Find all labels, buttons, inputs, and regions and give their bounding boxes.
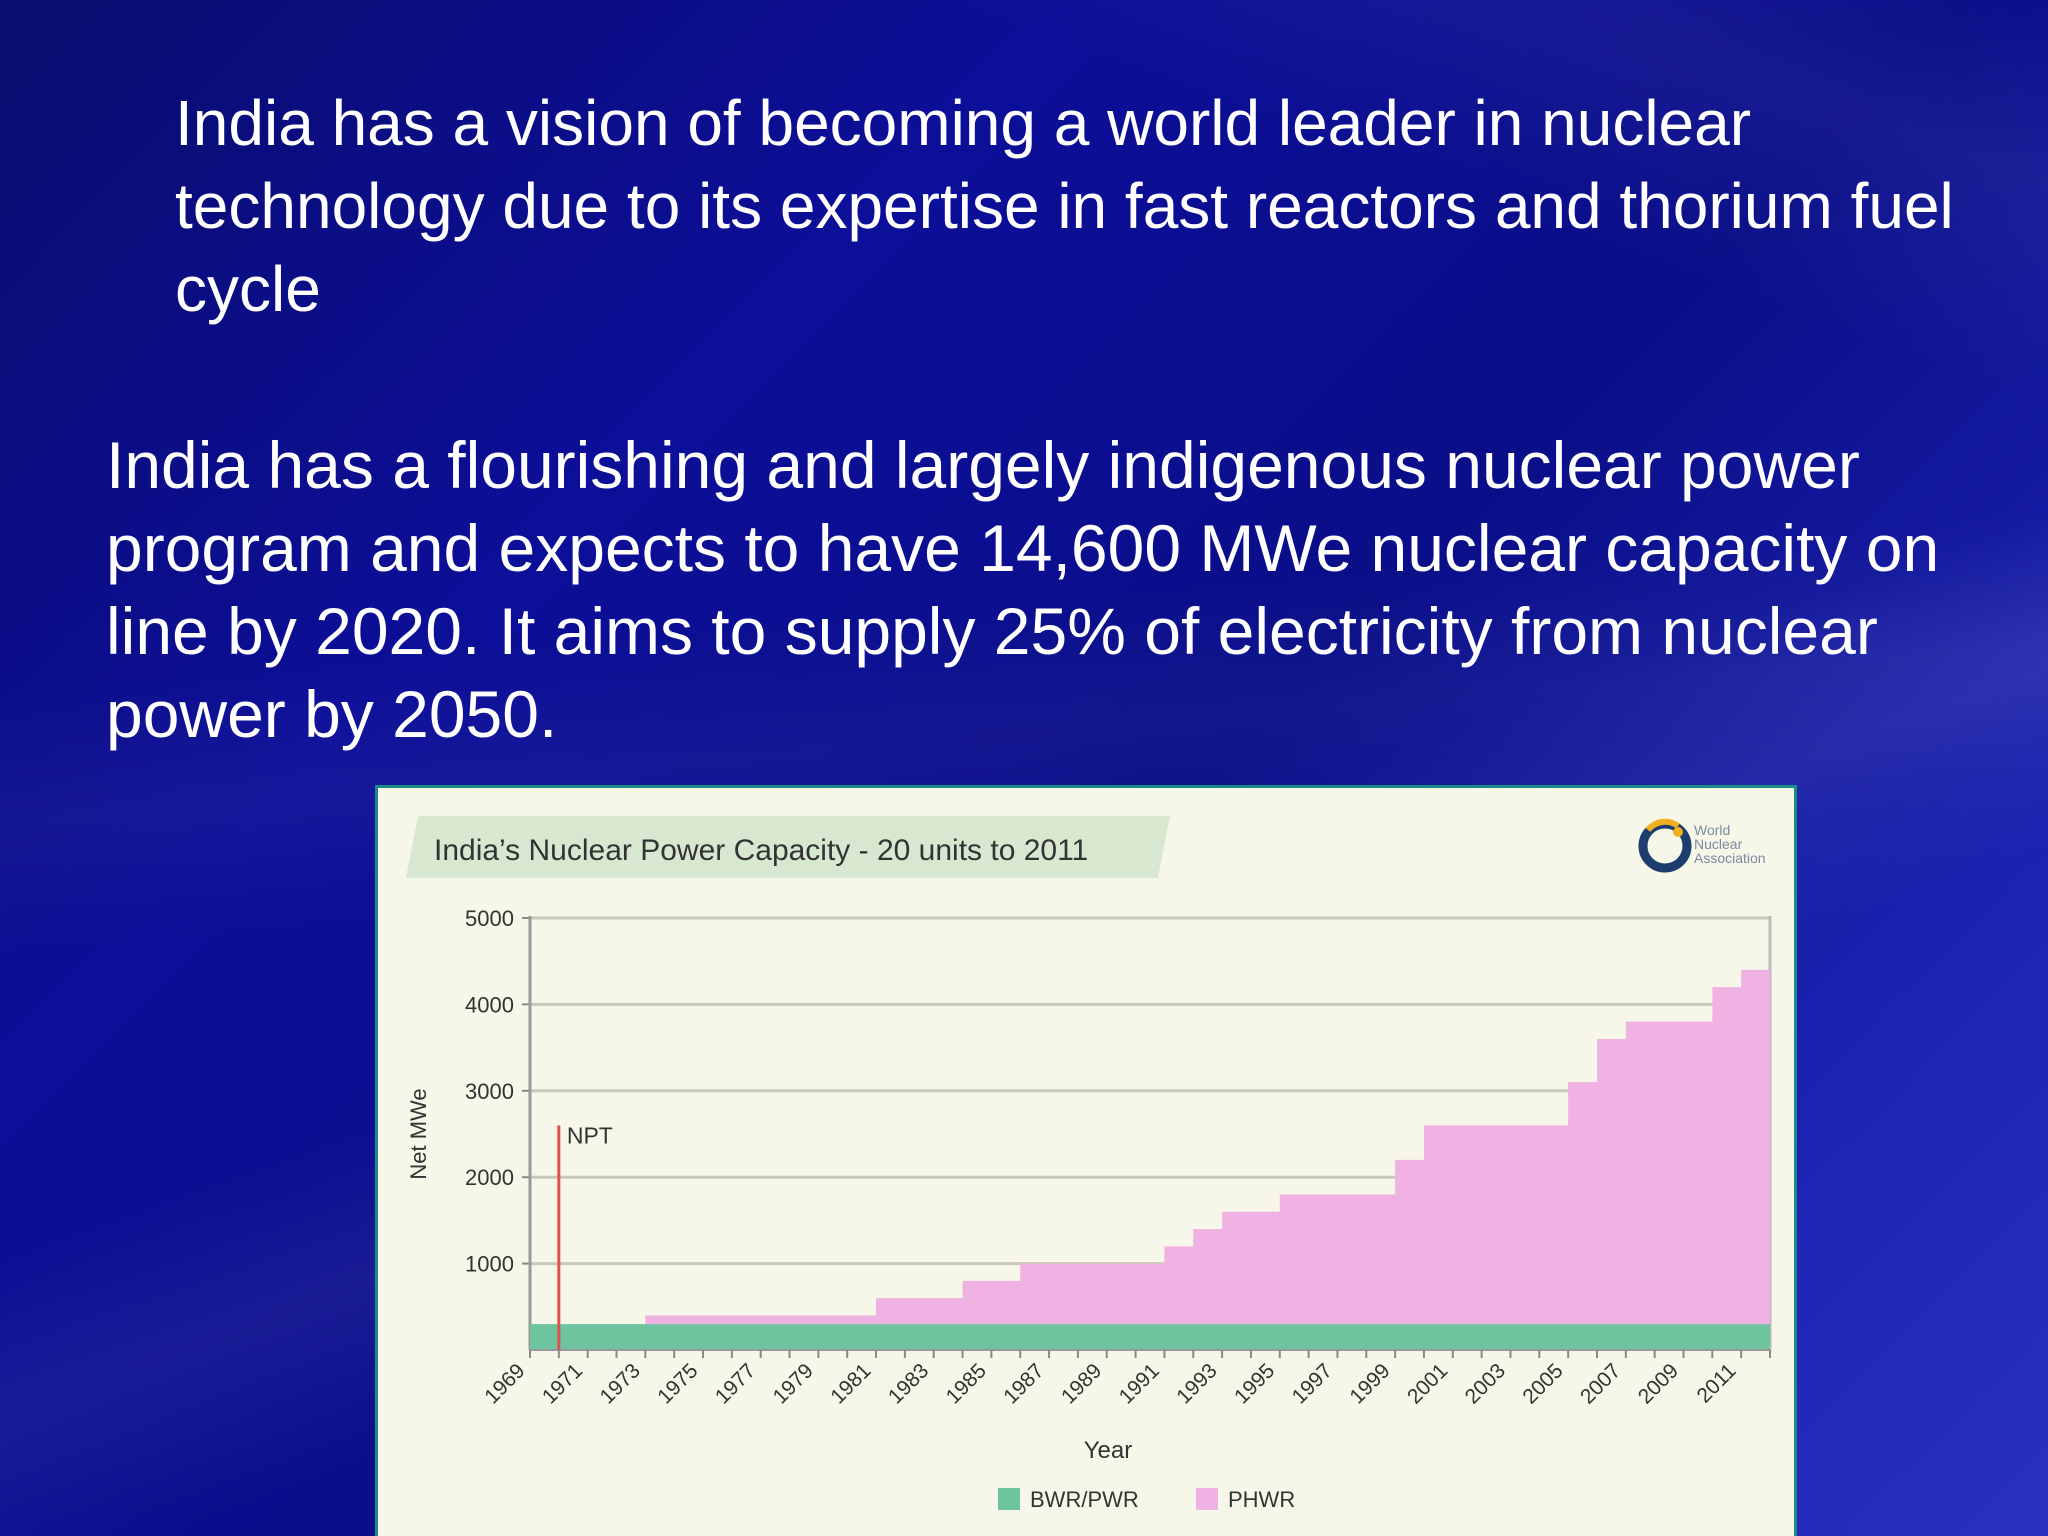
x-tick-label: 1999: [1345, 1359, 1394, 1408]
x-tick-label: 1981: [826, 1359, 875, 1408]
body-paragraph-program: India has a flourishing and largely indi…: [106, 428, 1940, 751]
x-tick-label: 2005: [1518, 1359, 1567, 1408]
x-tick-label: 1969: [480, 1359, 529, 1408]
chart-panel: India’s Nuclear Power Capacity - 20 unit…: [375, 785, 1797, 1536]
y-tick-label: 2000: [465, 1165, 514, 1190]
wna-logo-icon: [1638, 818, 1692, 873]
capacity-chart: India’s Nuclear Power Capacity - 20 unit…: [406, 816, 1772, 1512]
x-tick-label: 1985: [942, 1359, 991, 1408]
x-axis-title: Year: [1084, 1437, 1133, 1464]
legend-label-phwr: PHWR: [1228, 1487, 1295, 1512]
x-tick-label: 1977: [711, 1359, 760, 1408]
series-phwr-area: [530, 969, 1770, 1325]
x-tick-label: 2001: [1403, 1359, 1452, 1408]
x-tick-label: 2011: [1692, 1359, 1740, 1407]
x-tick-label: 1993: [1172, 1359, 1221, 1408]
legend-swatch-bwr: [998, 1488, 1020, 1510]
x-tick-label: 1989: [1057, 1359, 1106, 1408]
logo-text-world: World: [1694, 822, 1730, 838]
chart-title: India’s Nuclear Power Capacity - 20 unit…: [434, 834, 1088, 867]
x-tick-label: 1973: [596, 1359, 645, 1408]
x-tick-label: 1987: [999, 1359, 1048, 1408]
y-axis-title: Net MWe: [406, 1088, 431, 1179]
series-bwr-area: [530, 1324, 1770, 1350]
x-tick-label: 1971: [538, 1359, 587, 1408]
x-tick-label: 2003: [1461, 1359, 1510, 1408]
x-tick-label: 2007: [1576, 1359, 1625, 1408]
y-tick-label: 4000: [465, 992, 514, 1017]
x-tick-label: 1983: [884, 1359, 933, 1408]
logo-text-nuclear: Nuclear: [1694, 836, 1743, 852]
y-tick-label: 3000: [465, 1079, 514, 1104]
y-tick-label: 5000: [465, 906, 514, 931]
y-tick-label: 1000: [465, 1252, 514, 1277]
bullet-paragraph-vision: India has a vision of becoming a world l…: [175, 87, 1954, 325]
npt-annotation-label: NPT: [567, 1122, 613, 1148]
legend-label-bwr: BWR/PWR: [1030, 1487, 1139, 1512]
x-tick-label: 1991: [1115, 1359, 1164, 1408]
legend-swatch-phwr: [1196, 1488, 1218, 1510]
x-tick-label: 1975: [653, 1359, 702, 1408]
chart-title-band: [406, 816, 1170, 878]
x-tick-label: 1979: [769, 1359, 818, 1408]
x-tick-label: 1995: [1230, 1359, 1279, 1408]
x-tick-label: 2009: [1634, 1359, 1683, 1408]
x-tick-label: 1997: [1288, 1359, 1337, 1408]
logo-text-association: Association: [1694, 850, 1766, 866]
